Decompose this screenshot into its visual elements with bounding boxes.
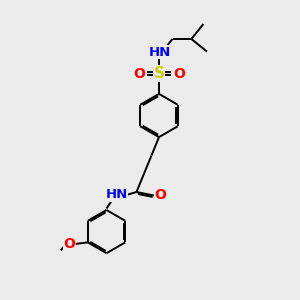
Text: O: O (173, 67, 185, 80)
Text: O: O (133, 67, 145, 80)
Text: HN: HN (105, 188, 128, 201)
Text: HN: HN (148, 46, 171, 59)
Text: S: S (154, 66, 164, 81)
Text: O: O (63, 237, 75, 251)
Text: O: O (154, 188, 166, 202)
